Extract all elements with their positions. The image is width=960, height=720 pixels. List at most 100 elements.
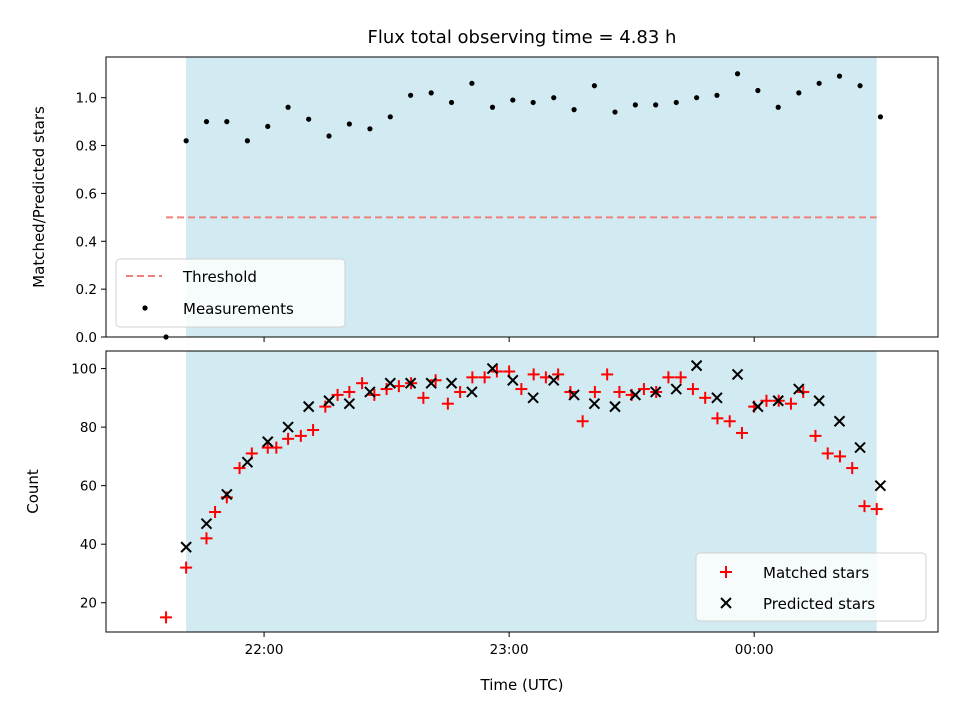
matched-star-point (784, 397, 797, 410)
matched-star-point (601, 368, 614, 381)
x-tick-label: 00:00 (735, 642, 774, 658)
matched-star-point (833, 450, 846, 463)
predicted-star-stroke-b (731, 368, 744, 381)
matched-star-point (760, 394, 773, 407)
predicted-star-stroke-b (854, 441, 866, 454)
measurement-point (612, 109, 618, 115)
matched-star-point (515, 383, 528, 396)
matched-star-point (356, 377, 369, 390)
predicted-star-stroke-b (282, 421, 294, 433)
matched-star-point (307, 424, 320, 437)
predicted-star-point (221, 488, 233, 501)
matched-star-point (209, 505, 222, 518)
predicted-star-stroke-b (384, 377, 396, 389)
predicted-star-stroke-b (793, 383, 805, 395)
measurement-point (857, 83, 863, 89)
predicted-star-point (200, 517, 213, 530)
predicted-star-stroke-b (690, 359, 703, 372)
matched-star-point (637, 383, 650, 396)
predicted-star-stroke-b (323, 395, 335, 407)
top-panel: 0.0 0.2 0.4 0.6 0.8 1.0 Matched/Predicted sta… (30, 56, 939, 346)
top-y-tick-label: 0.4 (76, 234, 97, 250)
measurement-point (408, 92, 414, 98)
measurement-point (877, 114, 884, 120)
measurement-point (714, 92, 720, 98)
predicted-star-point (262, 436, 274, 448)
measurement-point (285, 104, 291, 110)
predicted-star-point (323, 395, 335, 407)
x-tick-label: 22:00 (245, 642, 284, 658)
predicted-star-point (364, 386, 376, 398)
predicted-star-stroke-b (527, 392, 539, 404)
predicted-star-point (425, 377, 437, 389)
predicted-star-point (404, 377, 417, 389)
matched-star-point (380, 383, 393, 396)
predicted-star-stroke-b (466, 386, 478, 398)
top-y-tick-label: 0.0 (76, 330, 97, 346)
measurement-point (530, 99, 536, 106)
chart-title: Flux total observing time = 4.83 h (368, 27, 677, 48)
bottom-axes-frame (105, 350, 939, 633)
predicted-star-stroke-b (670, 383, 682, 395)
predicted-star-point (874, 479, 887, 492)
measurements-series (163, 71, 884, 340)
matched-star-point (180, 561, 193, 574)
bottom-y-tick-label: 40 (80, 537, 97, 553)
predicted-star-stroke-b (833, 415, 846, 427)
predicted-star-stroke-b (364, 386, 376, 398)
matched-star-point (797, 385, 810, 398)
predicted-star-stroke-b (404, 377, 417, 389)
matched-legend-label: Matched stars (763, 564, 869, 582)
measurement-point (387, 114, 393, 120)
matched-star-point (233, 462, 246, 475)
predicted-star-point (793, 383, 805, 395)
predicted-star-point (711, 392, 723, 404)
matched-star-point (368, 388, 381, 401)
matched-star-point (662, 371, 675, 384)
matched-legend-swatch (720, 566, 732, 578)
measurements-legend-label: Measurements (183, 300, 294, 318)
top-legend-frame (115, 258, 346, 328)
predicted-star-point (752, 400, 764, 413)
predicted-legend-swatch (720, 597, 732, 609)
measurement-point (755, 87, 761, 94)
measurement-point (673, 99, 679, 106)
measurement-point (489, 104, 496, 110)
predicted-star-point (588, 397, 601, 410)
predicted-star-stroke-b (180, 541, 192, 553)
measurement-point (734, 71, 741, 77)
measurements-legend-swatch (142, 305, 148, 311)
bottom-y-tick-label: 60 (80, 479, 97, 495)
predicted-star-point (854, 441, 866, 454)
top-y-tick-label: 1.0 (76, 91, 97, 107)
matched-star-point (858, 500, 871, 513)
bottom-y-axis-label: Count (24, 469, 42, 514)
bottom-legend: Matched stars Predicted stars (695, 552, 927, 622)
matched-star-point (870, 503, 883, 516)
bottom-y-tick-label: 80 (80, 420, 97, 436)
matched-star-point (821, 447, 834, 460)
matched-star-point (686, 383, 699, 396)
predicted-star-point (466, 386, 478, 398)
matched-star-point (319, 400, 332, 413)
measurement-point (346, 121, 352, 127)
predicted-star-point (507, 374, 519, 386)
matched-star-point (429, 374, 442, 387)
predicted-star-stroke-b (425, 377, 437, 389)
measurement-point (653, 102, 659, 108)
matched-star-point (417, 391, 430, 404)
predicted-star-stroke-b (609, 400, 621, 413)
predicted-star-stroke-b (241, 456, 254, 468)
matched-star-point (527, 368, 540, 381)
threshold-legend-label: Threshold (182, 268, 257, 286)
predicted-star-point (384, 377, 396, 389)
predicted-star-point (670, 383, 682, 395)
matched-star-point (699, 391, 712, 404)
matched-star-point (588, 385, 601, 398)
matched-star-point (735, 426, 748, 439)
predicted-star-point (731, 368, 744, 381)
predicted-star-point (548, 374, 560, 386)
